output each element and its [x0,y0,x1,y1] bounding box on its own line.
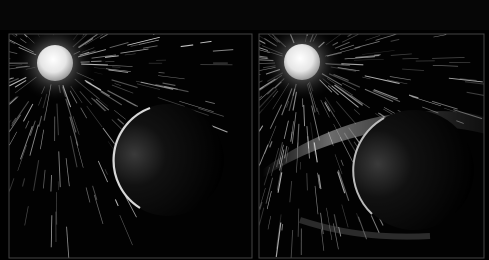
page: {} html, body { margin: 0; padding: 0; b… [0,0,489,260]
page-body: (() => { const svg = document.getElement… [0,0,489,260]
sun [284,44,320,80]
top-band [0,0,489,30]
image-scene [0,0,489,260]
sun [37,45,73,81]
streak [112,67,120,68]
left-panel [0,0,252,260]
streak [159,72,165,73]
